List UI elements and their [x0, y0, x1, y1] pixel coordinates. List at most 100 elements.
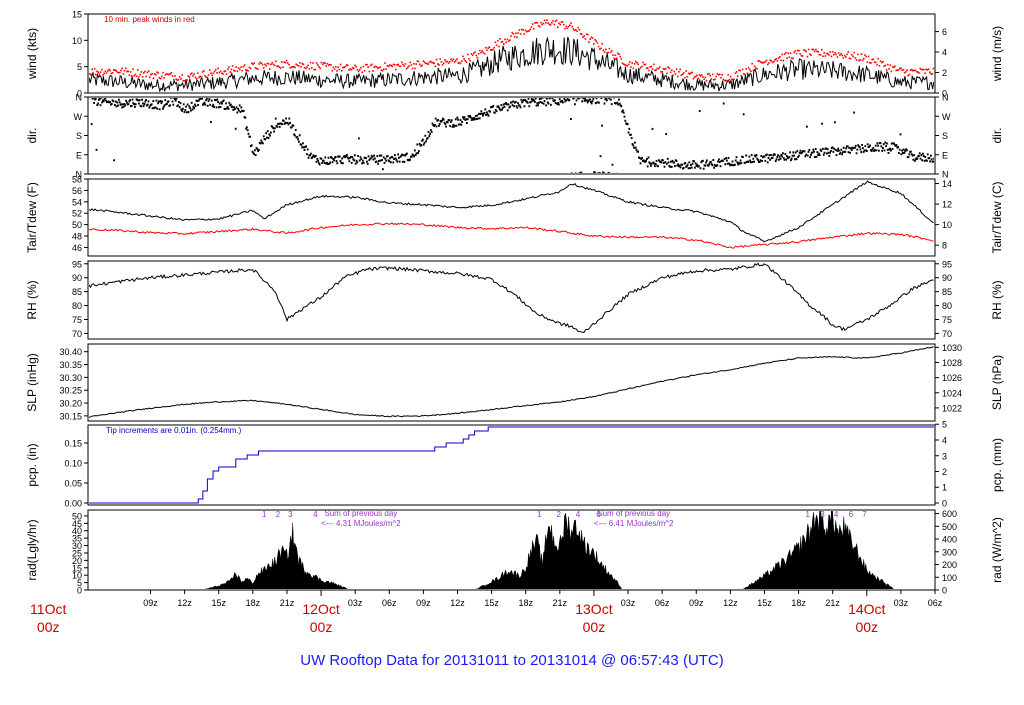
peak-wind-mark — [175, 78, 177, 81]
wind-direction-point — [141, 98, 143, 101]
wind-direction-point — [874, 149, 876, 152]
peak-wind-mark — [842, 57, 845, 59]
wind-direction-point — [416, 143, 419, 146]
temp-left-tick-label: 54 — [72, 197, 82, 207]
wind-direction-point — [286, 121, 289, 124]
peak-wind-mark — [759, 61, 762, 63]
wind-direction-point — [118, 98, 120, 101]
wind-direction-point — [178, 106, 181, 109]
wind-direction-point — [244, 116, 247, 119]
peak-wind-mark — [918, 72, 920, 74]
wind-direction-point — [558, 103, 560, 106]
wind-direction-point — [418, 142, 421, 145]
peak-wind-mark — [545, 22, 547, 24]
wind-direction-point — [194, 103, 196, 106]
wind-direction-point — [294, 134, 296, 137]
peak-wind-mark — [933, 73, 934, 75]
rh-left-tick-label: 80 — [72, 301, 82, 311]
peak-wind-mark — [470, 53, 473, 55]
wind-direction-point — [753, 160, 755, 163]
peak-wind-mark — [813, 50, 816, 53]
wind-direction-point — [466, 122, 468, 125]
wind-direction-point — [682, 166, 685, 169]
peak-wind-mark — [254, 66, 257, 69]
peak-wind-mark — [152, 77, 155, 80]
wind-direction-point — [575, 99, 578, 102]
peak-wind-mark — [289, 67, 291, 69]
peak-wind-mark — [527, 30, 529, 33]
peak-wind-mark — [200, 76, 203, 79]
wind-direction-point — [474, 115, 477, 118]
wind-direction-point — [601, 124, 603, 127]
peak-wind-mark — [663, 68, 666, 71]
wind-direction-point — [674, 165, 676, 168]
peak-wind-mark — [601, 42, 603, 45]
peak-wind-mark — [654, 69, 656, 72]
peak-wind-mark — [327, 64, 330, 66]
slp-data — [89, 345, 934, 418]
wind-direction-point — [523, 105, 526, 108]
wind-direction-point — [191, 108, 194, 111]
wind-direction-point — [879, 142, 882, 145]
wind-direction-point — [444, 122, 447, 125]
wind-direction-point — [265, 132, 267, 135]
peak-wind-mark — [729, 75, 732, 78]
temp-left-tick-label: 48 — [72, 232, 82, 242]
wind-direction-point — [899, 133, 902, 136]
peak-wind-mark — [571, 25, 573, 28]
peak-wind-mark — [459, 62, 462, 65]
peak-wind-mark — [109, 69, 111, 72]
wind-direction-point — [813, 150, 815, 153]
wind-direction-point — [430, 129, 432, 132]
wind-direction-point — [898, 152, 900, 155]
wind-direction-point — [281, 123, 283, 126]
peak-wind-mark — [753, 65, 756, 68]
panel-slp: 30.1530.2030.2530.3030.3530.401022102410… — [25, 343, 1004, 422]
peak-wind-mark — [930, 72, 932, 75]
wind-direction-point — [358, 137, 360, 140]
wind-direction-point — [713, 166, 715, 169]
peak-wind-mark — [644, 63, 647, 66]
peak-wind-mark — [557, 26, 559, 29]
wind-direction-point — [462, 116, 464, 119]
rh-frame — [87, 260, 936, 340]
peak-wind-mark — [737, 75, 739, 77]
peak-wind-mark — [570, 22, 572, 24]
wind-direction-point — [211, 105, 214, 108]
wind-direction-point — [902, 152, 904, 155]
wind-direction-point — [378, 154, 381, 157]
peak-wind-mark — [248, 66, 251, 69]
peak-wind-mark — [480, 51, 482, 54]
wind-direction-point — [809, 156, 811, 159]
wind-direction-point — [499, 109, 502, 112]
wind-direction-point — [239, 110, 242, 113]
peak-wind-mark — [198, 76, 200, 79]
peak-wind-mark — [577, 26, 579, 29]
peak-wind-mark — [671, 69, 673, 71]
peak-wind-mark — [199, 75, 201, 78]
peak-wind-mark — [155, 73, 157, 76]
wind-direction-point — [852, 147, 855, 150]
wind-direction-point — [438, 122, 441, 125]
peak-wind-mark — [347, 64, 349, 67]
wind-direction-point — [918, 154, 920, 157]
x-tick-label: 12z — [723, 598, 738, 608]
wind-direction-point — [375, 160, 378, 163]
wind-direction-point — [262, 142, 264, 145]
radiation-sum-value: <--- 6.41 MJoules/m^2 — [594, 519, 674, 528]
wind-direction-point — [343, 155, 346, 158]
wind-direction-point — [169, 104, 171, 107]
slp-ylabel-right: SLP (hPa) — [990, 355, 1004, 410]
wind-direction-point — [898, 148, 901, 151]
peak-wind-mark — [89, 73, 91, 75]
wind-direction-point — [341, 157, 343, 160]
wind-direction-point — [315, 160, 318, 163]
peak-wind-mark — [692, 77, 695, 80]
peak-wind-mark — [362, 65, 365, 68]
peak-wind-mark — [626, 65, 629, 67]
wind-direction-point — [476, 114, 479, 117]
x-tick-label: 21z — [825, 598, 840, 608]
wind-left-tick-label: 0 — [77, 89, 82, 99]
wind-direction-point — [862, 150, 865, 153]
wind-direction-point — [425, 140, 427, 143]
